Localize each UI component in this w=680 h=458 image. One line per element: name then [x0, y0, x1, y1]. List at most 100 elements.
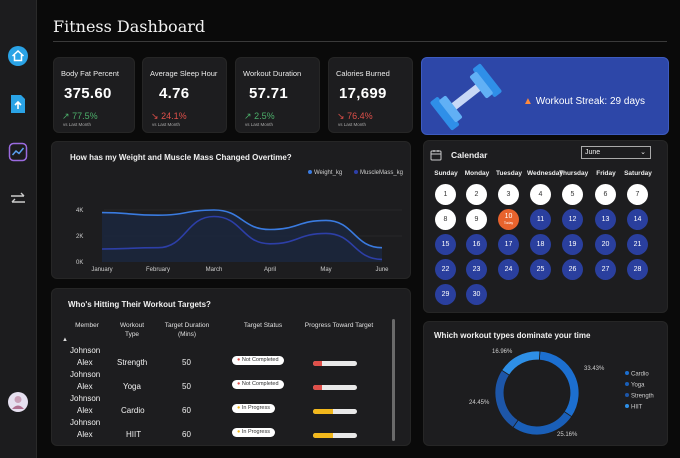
- target-duration: 60: [182, 430, 191, 439]
- kpi-label: Calories Burned: [336, 69, 390, 78]
- series-line: [101, 209, 383, 249]
- upload-file-icon[interactable]: [7, 93, 29, 115]
- calendar-day[interactable]: 23: [466, 259, 487, 280]
- donut-slice[interactable]: [494, 369, 519, 428]
- y-tick-label: 4K: [76, 208, 83, 214]
- y-tick-label: 2K: [76, 234, 83, 240]
- kpi-label: Average Sleep Hour: [150, 69, 218, 78]
- calendar-day[interactable]: 5: [562, 184, 583, 205]
- swap-icon[interactable]: [7, 188, 29, 210]
- calendar-day[interactable]: 11: [530, 209, 551, 230]
- sidebar: [0, 0, 37, 458]
- calendar-day[interactable]: 27: [595, 259, 616, 280]
- calendar-day[interactable]: 29: [435, 284, 456, 305]
- calendar-day[interactable]: 6: [595, 184, 616, 205]
- calendar-day[interactable]: 7: [627, 184, 648, 205]
- analytics-icon[interactable]: [7, 141, 29, 163]
- donut-chart: 33.43% Cardio 25.16% Yoga 24.45% Strength 16.9…: [469, 349, 654, 438]
- workout-type: Strength: [117, 358, 148, 367]
- kpi-value: 4.76: [159, 85, 190, 102]
- member-last: Alex: [77, 406, 93, 415]
- kpi-card-calories: Calories Burned 17,699 ↘ 76.4% vs Last M…: [328, 57, 413, 133]
- expand-caret-icon[interactable]: ▲: [62, 337, 68, 343]
- home-icon[interactable]: [7, 45, 29, 67]
- fire-icon: ▲: [523, 96, 533, 107]
- calendar-day[interactable]: 14: [627, 209, 648, 230]
- calendar-day[interactable]: 20: [595, 234, 616, 255]
- table-scrollbar[interactable]: [392, 319, 395, 441]
- progress-fill: [313, 385, 322, 390]
- y-tick-label: 0K: [76, 260, 83, 266]
- slice-label: 25.16%: [557, 432, 578, 438]
- kpi-value: 375.60: [64, 85, 112, 102]
- calendar-day[interactable]: 4: [530, 184, 551, 205]
- x-tick-label: April: [264, 267, 276, 273]
- legend-marker: [625, 404, 629, 408]
- calendar-day[interactable]: 21: [627, 234, 648, 255]
- workout-type: HIIT: [126, 430, 142, 439]
- weight-muscle-chart-card: How has my Weight and Muscle Mass Change…: [51, 141, 411, 279]
- calendar-day[interactable]: 19: [562, 234, 583, 255]
- legend-marker: [354, 170, 358, 174]
- kpi-label: Workout Duration: [243, 69, 302, 78]
- target-duration: 60: [182, 406, 191, 415]
- calendar-day[interactable]: 13: [595, 209, 616, 230]
- x-tick-label: March: [206, 267, 223, 273]
- avatar[interactable]: [7, 391, 29, 413]
- calendar-day[interactable]: 24: [498, 259, 519, 280]
- donut-slice[interactable]: [538, 350, 580, 418]
- calendar-day[interactable]: 26: [562, 259, 583, 280]
- kpi-sub: vs Last Month: [152, 122, 181, 127]
- weekday-header: Saturday: [624, 170, 652, 177]
- calendar-day[interactable]: 22: [435, 259, 456, 280]
- member-last: Alex: [77, 430, 93, 439]
- donut-title: Which workout types dominate your time: [434, 331, 591, 340]
- arrow-down-icon: ↘: [151, 111, 159, 121]
- calendar-day[interactable]: 10 Today: [498, 209, 519, 230]
- progress-bar: [313, 385, 357, 390]
- calendar-day[interactable]: 3: [498, 184, 519, 205]
- calendar-day[interactable]: 16: [466, 234, 487, 255]
- streak-label: ▲ Workout Streak: 29 days: [523, 96, 645, 107]
- calendar-icon: [430, 148, 442, 166]
- member-last: Alex: [77, 358, 93, 367]
- calendar-day[interactable]: 2: [466, 184, 487, 205]
- x-tick-label: January: [91, 267, 112, 273]
- kpi-value: 17,699: [339, 85, 387, 102]
- page-title: Fitness Dashboard: [53, 17, 206, 36]
- workout-type: Yoga: [123, 382, 141, 391]
- progress-bar: [313, 433, 357, 438]
- calendar-day[interactable]: 17: [498, 234, 519, 255]
- calendar-day[interactable]: 30: [466, 284, 487, 305]
- workout-targets-card: Who's Hitting Their Workout Targets? Mem…: [51, 288, 411, 446]
- month-select[interactable]: June ⌄: [581, 146, 651, 159]
- calendar-day[interactable]: 8: [435, 209, 456, 230]
- col-header-progress: Progress Toward Target: [304, 322, 374, 329]
- calendar-day[interactable]: 9: [466, 209, 487, 230]
- dumbbell-icon: [428, 61, 504, 138]
- calendar-day[interactable]: 12: [562, 209, 583, 230]
- calendar-day[interactable]: 15: [435, 234, 456, 255]
- kpi-delta: ↗ 77.5%: [62, 111, 98, 121]
- weekday-header: Tuesday: [496, 170, 522, 177]
- progress-bar: [313, 409, 357, 414]
- slice-label: 16.96%: [492, 349, 513, 355]
- workout-types-card: Which workout types dominate your time 3…: [423, 321, 668, 446]
- kpi-card-sleep: Average Sleep Hour 4.76 ↘ 24.1% vs Last …: [142, 57, 227, 133]
- status-badge: ● In Progress: [232, 404, 275, 413]
- target-duration: 50: [182, 382, 191, 391]
- progress-fill: [313, 361, 322, 366]
- calendar-title: Calendar: [451, 150, 488, 160]
- x-tick-label: June: [375, 267, 389, 273]
- arrow-up-icon: ↗: [62, 111, 70, 121]
- donut-slice[interactable]: [501, 350, 541, 376]
- status-badge: ● Not Completed: [232, 356, 284, 365]
- calendar-day[interactable]: 28: [627, 259, 648, 280]
- calendar-day[interactable]: 25: [530, 259, 551, 280]
- x-tick-label: February: [146, 267, 170, 273]
- weekday-header: Friday: [596, 170, 616, 177]
- calendar-day[interactable]: 18: [530, 234, 551, 255]
- kpi-delta: ↘ 24.1%: [151, 111, 187, 121]
- series-area: [102, 210, 382, 262]
- calendar-day[interactable]: 1: [435, 184, 456, 205]
